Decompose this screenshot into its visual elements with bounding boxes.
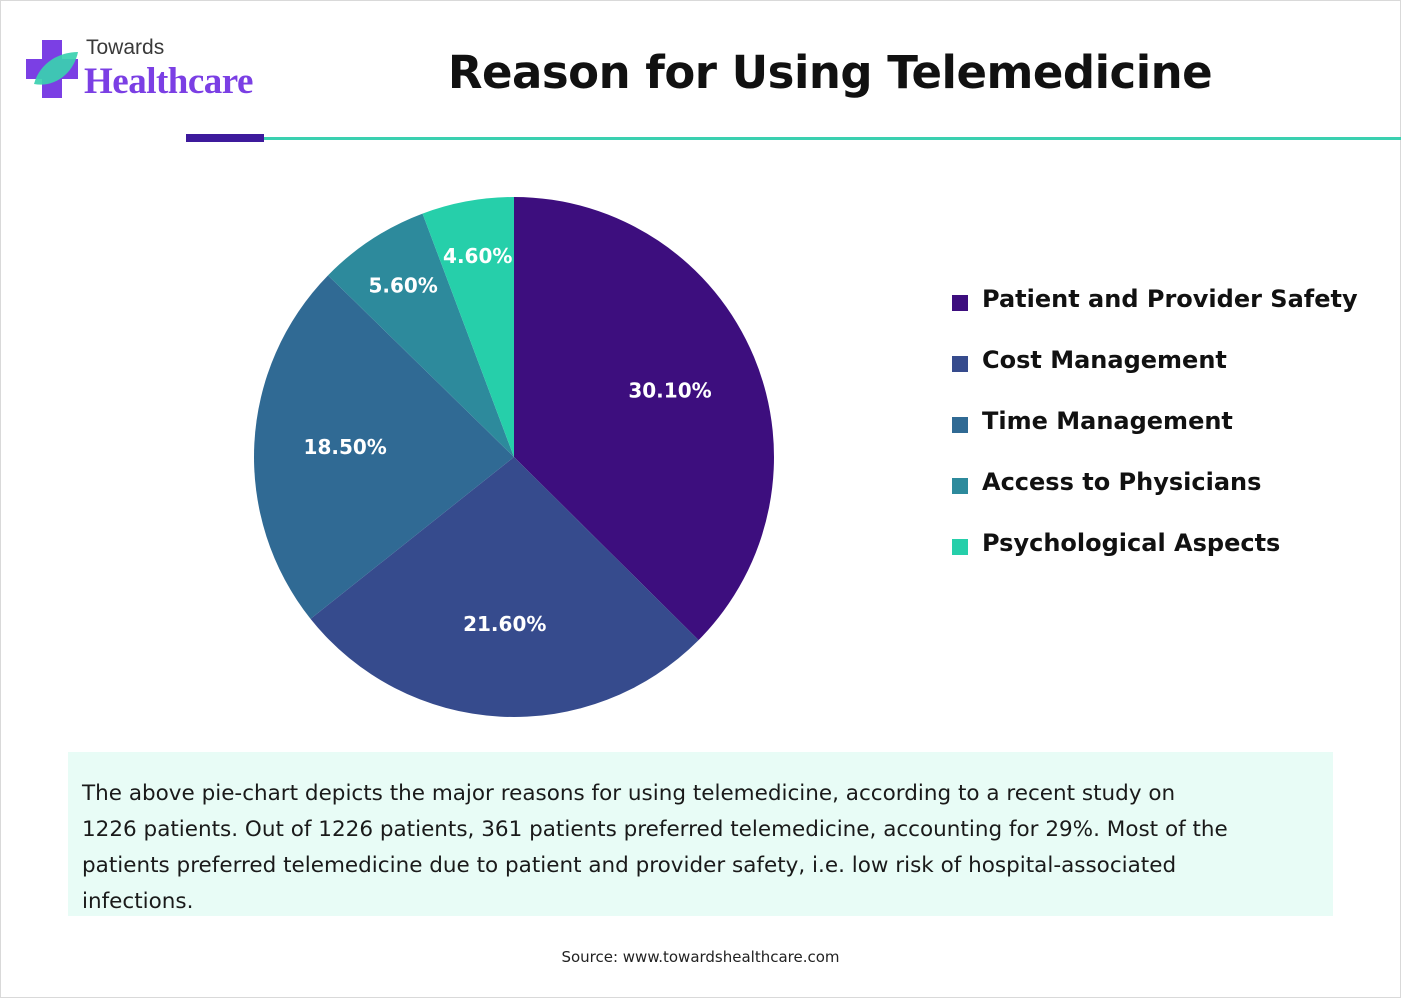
pie-slice-psychological-aspects bbox=[422, 197, 514, 457]
legend-item-access-to-physicians: Access to Physicians bbox=[952, 465, 1392, 526]
pie-label-access-to-physicians: 5.60% bbox=[368, 274, 437, 298]
header-divider-line bbox=[264, 137, 1401, 140]
medical-cross-icon bbox=[26, 40, 78, 98]
legend-item-patient-and-provider-safety: Patient and Provider Safety bbox=[952, 282, 1392, 343]
description-box: The above pie-chart depicts the major re… bbox=[68, 752, 1333, 916]
pie-slice-patient-and-provider-safety bbox=[514, 197, 774, 641]
legend-label: Patient and Provider Safety bbox=[982, 285, 1358, 313]
legend-swatch bbox=[952, 417, 968, 433]
legend-label: Access to Physicians bbox=[982, 468, 1262, 496]
legend-item-time-management: Time Management bbox=[952, 404, 1392, 465]
brand-logo: Towards Healthcare bbox=[26, 36, 286, 106]
chart-title: Reason for Using Telemedicine bbox=[447, 46, 1213, 99]
pie-slice-access-to-physicians bbox=[328, 213, 514, 457]
legend-swatch bbox=[952, 478, 968, 494]
brand-name-small: Towards bbox=[86, 36, 165, 59]
pie-label-patient-and-provider-safety: 30.10% bbox=[628, 379, 711, 403]
legend-swatch bbox=[952, 539, 968, 555]
pie-label-time-management: 18.50% bbox=[304, 435, 387, 459]
header-accent-bar bbox=[186, 134, 264, 142]
source-caption: Source: www.towardshealthcare.com bbox=[561, 948, 840, 966]
pie-label-cost-management: 21.60% bbox=[463, 612, 546, 636]
pie-slice-cost-management bbox=[310, 457, 699, 717]
chart-legend: Patient and Provider Safety Cost Manageme… bbox=[952, 282, 1392, 587]
description-text: The above pie-chart depicts the major re… bbox=[82, 781, 1228, 914]
brand-name-big: Healthcare bbox=[84, 61, 253, 102]
legend-item-cost-management: Cost Management bbox=[952, 343, 1392, 404]
pie-chart: 30.10% 21.60% 18.50% 5.60%4.60% bbox=[253, 197, 774, 717]
legend-item-psychological-aspects: Psychological Aspects bbox=[952, 526, 1392, 587]
legend-label: Psychological Aspects bbox=[982, 529, 1281, 557]
legend-swatch bbox=[952, 356, 968, 372]
legend-label: Time Management bbox=[982, 407, 1233, 435]
pie-label-psychological-aspects: 4.60% bbox=[443, 244, 512, 268]
legend-label: Cost Management bbox=[982, 346, 1227, 374]
pie-slice-time-management bbox=[253, 275, 514, 619]
legend-swatch bbox=[952, 295, 968, 311]
